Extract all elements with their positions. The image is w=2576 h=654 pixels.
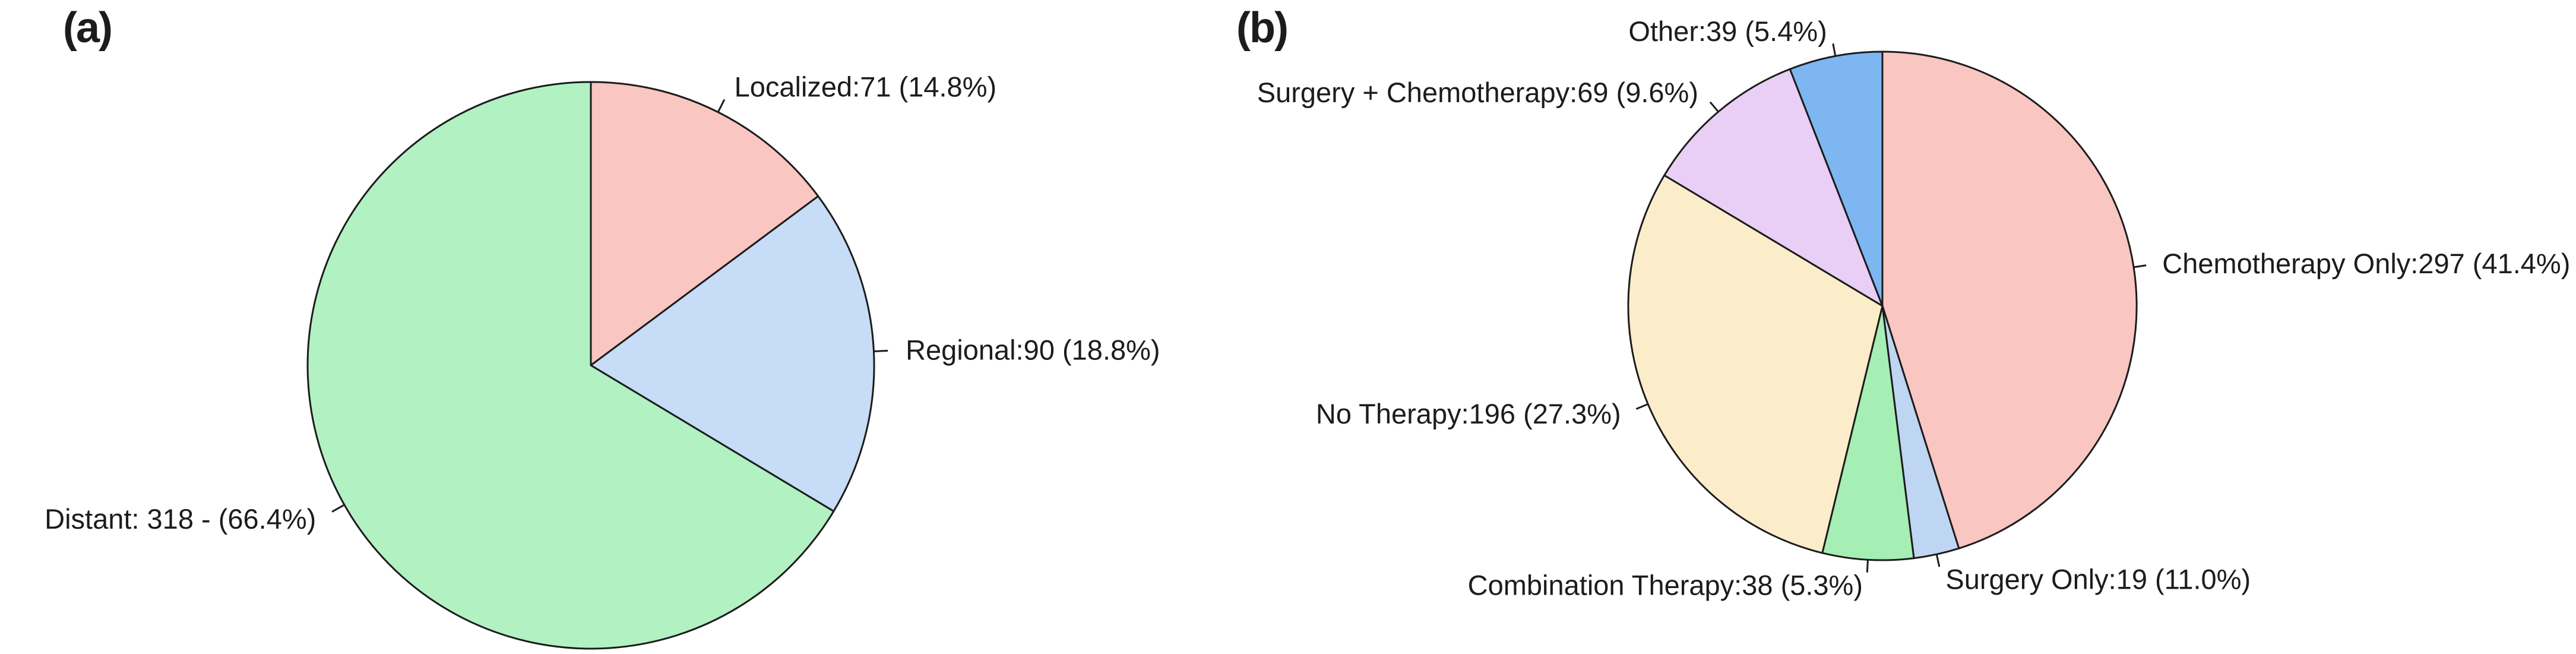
label-tick-no-therapy (1635, 403, 1648, 410)
slice-label-chemotherapy-only: Chemotherapy Only:297 (41.4%) (2162, 248, 2570, 279)
slice-label-regional: Regional:90 (18.8%) (906, 334, 1160, 366)
panel-label-a: (a) (63, 4, 113, 52)
slice-localized (590, 81, 819, 367)
slice-label-no-therapy: No Therapy:196 (27.3%) (1316, 398, 1621, 429)
slice-regional (590, 195, 875, 513)
label-tick-regional (874, 349, 888, 352)
label-tick-surgery-chemotherapy (1709, 101, 1719, 113)
slice-distant (306, 81, 835, 650)
slice-label-localized: Localized:71 (14.8%) (735, 71, 997, 103)
slice-label-other: Other:39 (5.4%) (1628, 15, 1827, 47)
slice-label-surgery-chemotherapy: Surgery + Chemotherapy:69 (9.6%) (1257, 77, 1698, 108)
slice-label-combination-therapy: Combination Therapy:38 (5.3%) (1468, 569, 1863, 601)
pie-chart-a: Localized:71 (14.8%) Regional:90 (18.8%) D… (45, 71, 1160, 650)
label-tick-distant (331, 504, 345, 513)
pie-chart-b: Chemotherapy Only:297 (41.4%) Surgery Onl… (1257, 15, 2571, 601)
label-tick-surgery-only (1935, 554, 1941, 567)
label-tick-other (1832, 43, 1837, 56)
label-tick-localized (717, 99, 726, 113)
slice-label-surgery-only: Surgery Only:19 (11.0%) (1945, 563, 2251, 595)
panel-label-b: (b) (1236, 4, 1289, 52)
slice-surgery-chemotherapy (1663, 68, 1884, 307)
slice-label-distant: Distant: 318 - (66.4%) (45, 503, 316, 535)
label-tick-combination-therapy (1866, 560, 1869, 573)
slice-no-therapy (1627, 174, 1884, 554)
label-tick-chemotherapy-only (2133, 264, 2147, 268)
